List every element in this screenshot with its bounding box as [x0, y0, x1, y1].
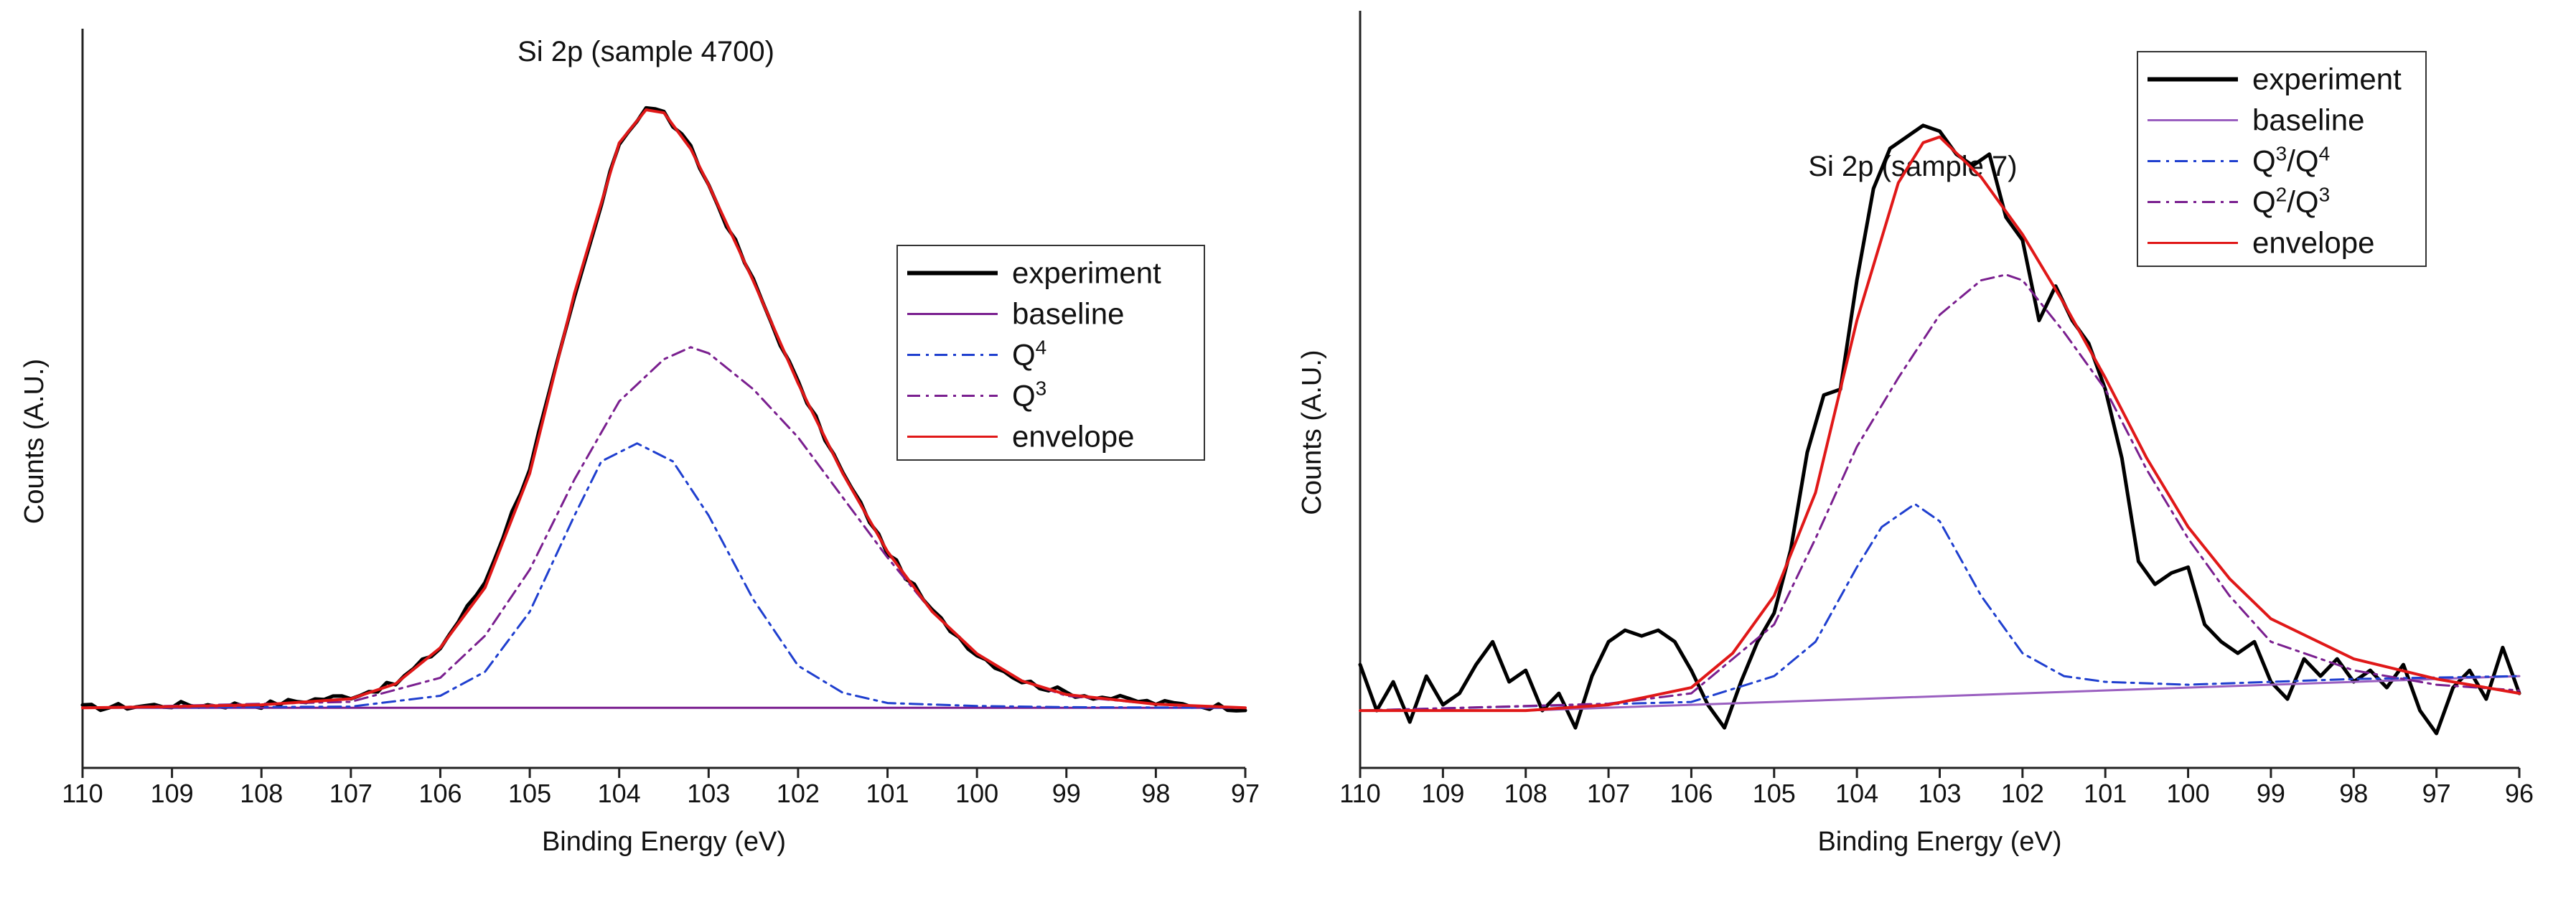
series-line-envelope [1359, 135, 2521, 713]
chart-panel-2: 110 109 108 107 106 105 104 103 102 101 100 99 98 97 9… [1297, 11, 2534, 857]
x-tick-label-105: 105 [508, 779, 551, 808]
x-tick-label-110: 110 [62, 779, 103, 808]
x-tick-label-99: 99 [2257, 779, 2285, 808]
legend-label-experiment: experiment [2252, 62, 2402, 96]
legend: experiment baseline Q4 Q3 envelope [896, 245, 1205, 461]
x-tick-label-103: 103 [1918, 779, 1961, 808]
series-line-envelope [81, 108, 1247, 710]
legend: experiment baseline Q3/Q4 Q2/Q3 envelope [2137, 51, 2427, 267]
series-line-q4 [81, 442, 1247, 709]
x-tick-label-109: 109 [151, 779, 194, 808]
legend-label-experiment: experiment [1012, 256, 1161, 290]
legend-label-q2-q3: Q2/Q3 [2252, 183, 2330, 219]
legend-label-q3: Q3 [1012, 377, 1046, 413]
legend-label-baseline: baseline [1012, 297, 1124, 331]
x-tick-label-97: 97 [1231, 779, 1260, 808]
series-line-experiment [1358, 123, 2521, 736]
x-tick-label-109: 109 [1421, 779, 1464, 808]
x-tick-label-110: 110 [1339, 779, 1380, 808]
legend-label-envelope: envelope [2252, 226, 2374, 260]
x-tick-label-106: 106 [1669, 779, 1713, 808]
y-axis-title: Counts (A.U.) [19, 359, 50, 524]
x-tick-label-100: 100 [955, 779, 998, 808]
x-tick-label-98: 98 [1141, 779, 1170, 808]
series-line-q3-q4 [1359, 502, 2521, 712]
legend-box [2137, 51, 2427, 267]
x-tick-label-107: 107 [1587, 779, 1630, 808]
legend-label-q4: Q4 [1012, 336, 1046, 372]
legend-label-envelope: envelope [1012, 420, 1134, 454]
x-tick-label-99: 99 [1052, 779, 1081, 808]
x-tick-label-104: 104 [598, 779, 641, 808]
x-tick-label-103: 103 [687, 779, 730, 808]
x-axis-title: Binding Energy (eV) [1817, 827, 2061, 857]
legend-box [896, 245, 1205, 461]
x-tick-label-96: 96 [2505, 779, 2534, 808]
x-tick-label-108: 108 [240, 779, 283, 808]
x-tick-label-105: 105 [1753, 779, 1796, 808]
x-tick-label-101: 101 [866, 779, 909, 808]
x-tick-label-97: 97 [2422, 779, 2451, 808]
series-line-q2-q3 [1359, 273, 2521, 712]
chart-panel-1: 110 109 108 107 106 105 104 103 102 101 100 99 98 97 B… [19, 29, 1260, 857]
x-tick-label-98: 98 [2339, 779, 2368, 808]
x-tick-label-108: 108 [1504, 779, 1547, 808]
y-axis-title: Counts (A.U.) [1297, 350, 1327, 515]
chart-title: Si 2p (sample 4700) [517, 36, 774, 67]
series-line-q3 [81, 346, 1247, 709]
x-tick-label-102: 102 [2001, 779, 2044, 808]
x-tick-label-102: 102 [777, 779, 820, 808]
legend-label-baseline: baseline [2252, 103, 2364, 137]
x-tick-label-104: 104 [1835, 779, 1878, 808]
x-tick-label-107: 107 [329, 779, 373, 808]
x-tick-label-101: 101 [2084, 779, 2127, 808]
legend-label-q3-q4: Q3/Q4 [2252, 142, 2330, 178]
x-tick-label-106: 106 [418, 779, 462, 808]
x-axis-title: Binding Energy (eV) [542, 827, 786, 857]
x-tick-label-100: 100 [2167, 779, 2210, 808]
